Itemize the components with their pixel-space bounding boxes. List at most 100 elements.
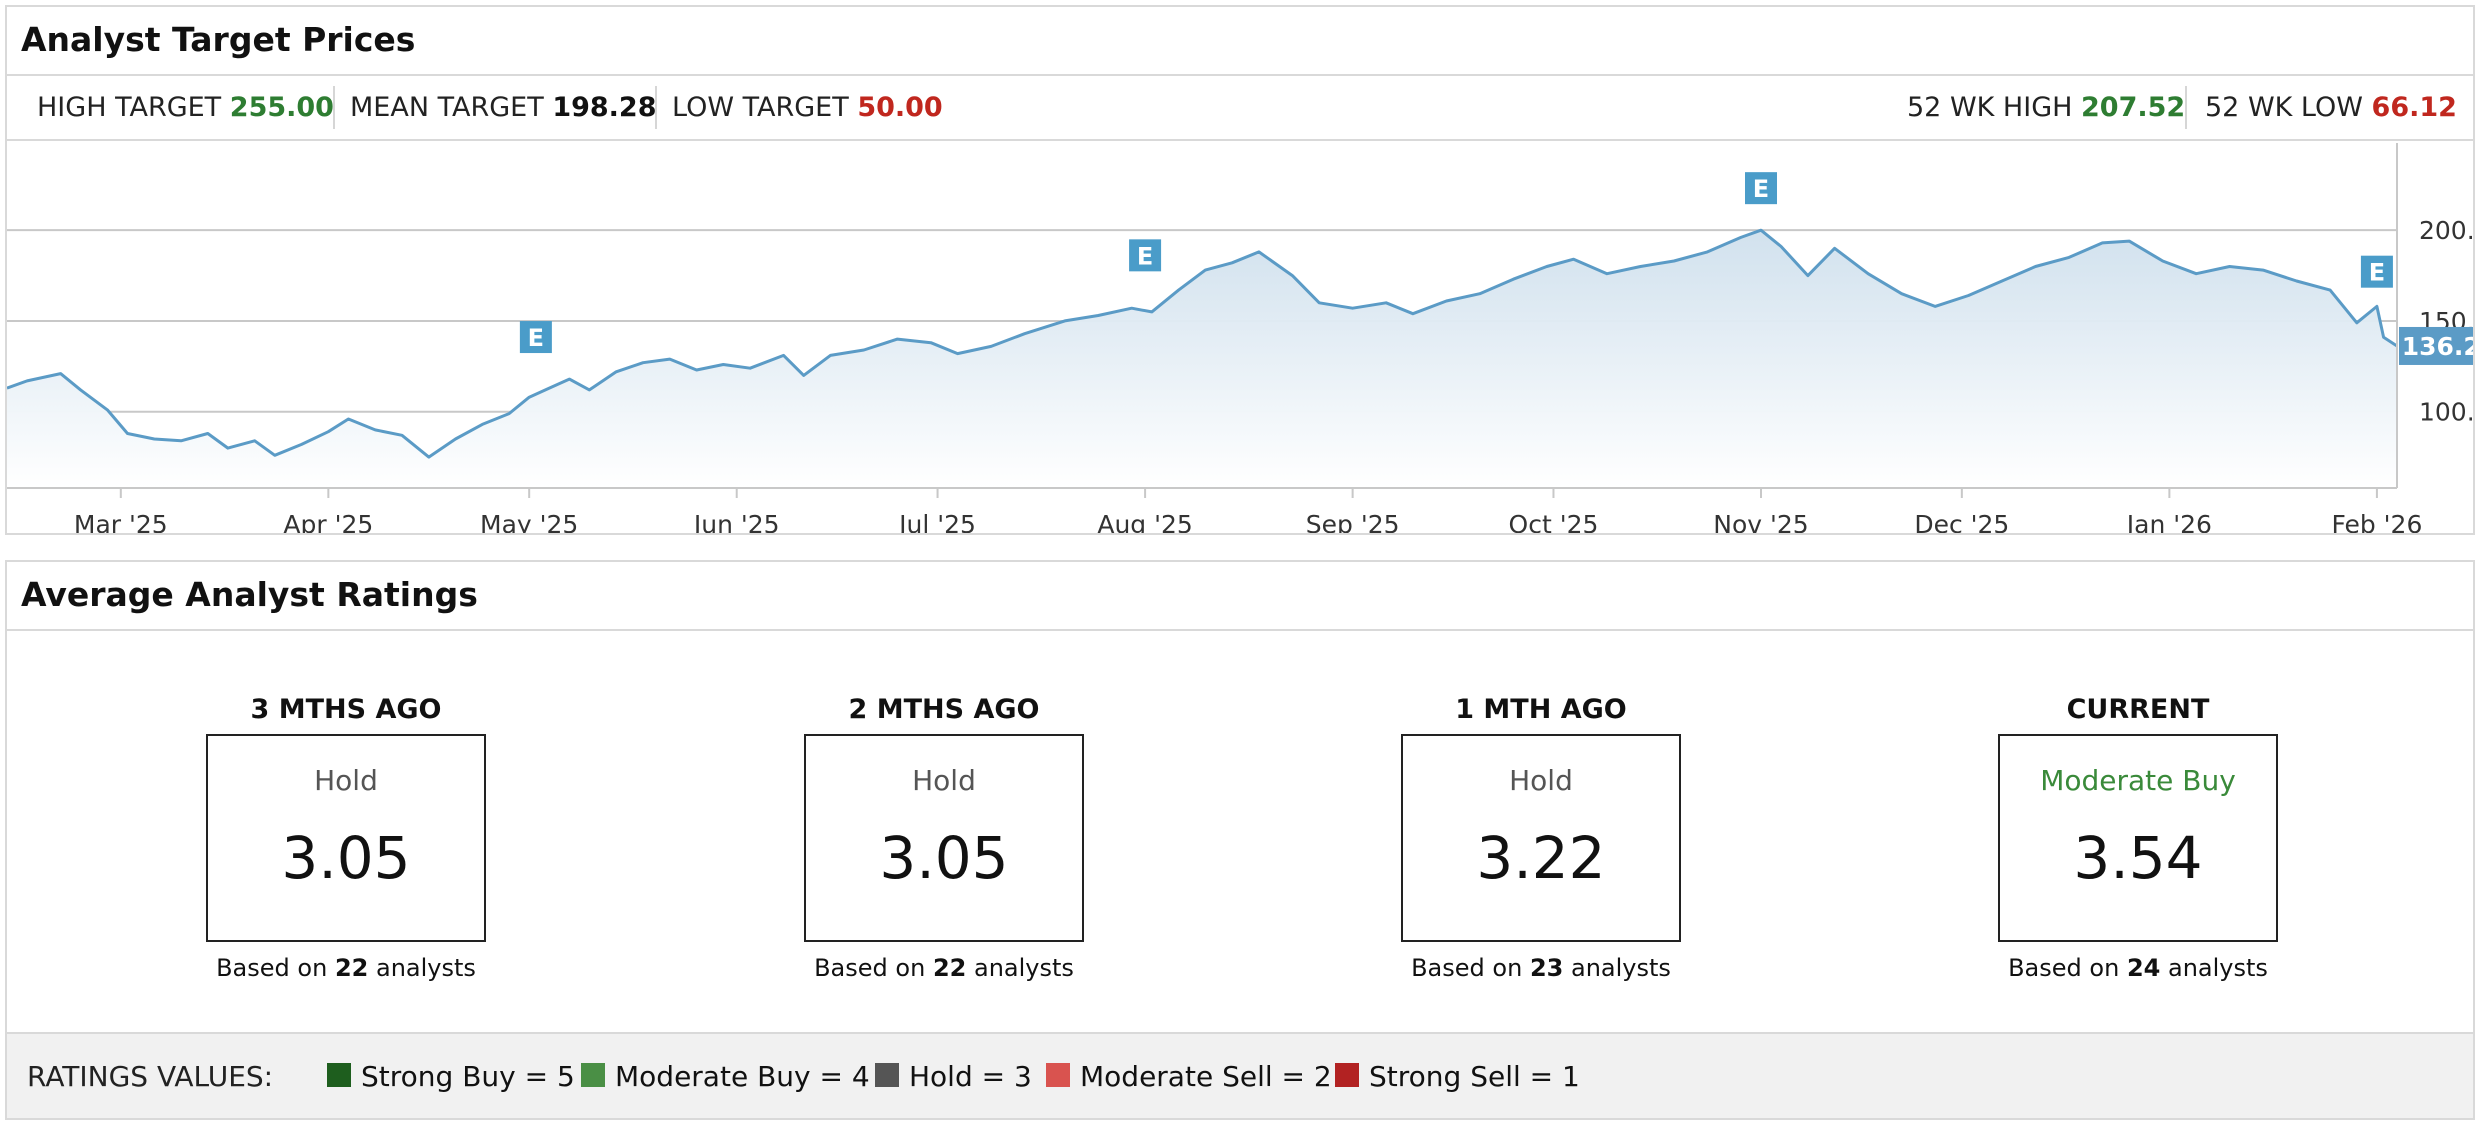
low-target-label: LOW TARGET (672, 92, 849, 123)
earnings-markers: E E E E (519, 172, 2393, 354)
analysts-text: analysts (2167, 954, 2268, 982)
x-tick-label: Nov '25 (1713, 510, 1808, 533)
target-stats-bar: HIGH TARGET 255.00 MEAN TARGET 198.28 LO… (7, 76, 2473, 141)
panel-title: Analyst Target Prices (7, 7, 2473, 76)
analysts-text: analysts (1570, 954, 1671, 982)
analyst-count: Based on 23 analysts (1401, 954, 1681, 982)
x-tick-label: Apr '25 (283, 510, 373, 533)
stat-divider (655, 86, 657, 129)
area-fill-path (7, 230, 2397, 488)
rating-score: 3.22 (1476, 824, 1606, 892)
earnings-marker-label[interactable]: E (1137, 242, 1153, 270)
axes: Mar '25 Apr '25 May '25 Jun '25 Jul '25 Aug '… (7, 143, 2473, 533)
wk52-high-label: 52 WK HIGH (1907, 92, 2073, 123)
rating-score: 3.05 (281, 824, 411, 892)
legend-swatch (875, 1063, 899, 1087)
average-analyst-ratings-panel: Average Analyst Ratings 3 MTHS AGO Hold … (5, 560, 2475, 1120)
rating-column-3-months-ago: 3 MTHS AGO Hold 3.05 Based on 22 analyst… (206, 692, 486, 982)
based-on-text: Based on (2008, 954, 2120, 982)
analysts-text: analysts (375, 954, 476, 982)
legend-item-moderate-sell: Moderate Sell = 2 (1046, 1034, 1332, 1120)
earnings-marker[interactable]: E (1745, 172, 1778, 205)
earnings-marker-box[interactable] (1129, 239, 1162, 272)
rating-column-2-months-ago: 2 MTHS AGO Hold 3.05 Based on 22 analyst… (804, 692, 1084, 982)
legend-label: Hold = 3 (909, 1060, 1032, 1093)
based-on-text: Based on (814, 954, 926, 982)
earnings-marker-box[interactable] (1745, 172, 1778, 205)
x-tick-label: May '25 (480, 510, 578, 533)
rating-box: Moderate Buy 3.54 (1998, 734, 2278, 942)
x-tick-label: Jul '25 (897, 510, 976, 533)
last-value-label: 136.22 (2402, 332, 2473, 361)
analyst-count-value: 24 (2126, 954, 2161, 982)
stat-divider (333, 86, 335, 129)
analyst-target-prices-panel: Analyst Target Prices HIGH TARGET 255.00… (5, 5, 2475, 535)
ratings-legend: RATINGS VALUES: Strong Buy = 5 Moderate … (7, 1032, 2473, 1118)
stat-divider (2185, 86, 2187, 129)
rating-column-1-month-ago: 1 MTH AGO Hold 3.22 Based on 23 analysts (1401, 692, 1681, 982)
high-target-value: 255.00 (229, 92, 334, 123)
y-tick-label: 200.00 (2419, 216, 2473, 245)
legend-title: RATINGS VALUES: (27, 1060, 274, 1093)
rating-header: 1 MTH AGO (1455, 694, 1627, 725)
legend-swatch (1335, 1063, 1359, 1087)
area-fill (7, 230, 2397, 488)
y-tick-label: 100.00 (2419, 398, 2473, 427)
high-target-stat: HIGH TARGET 255.00 (37, 76, 334, 139)
x-tick-label: Oct '25 (1509, 510, 1599, 533)
earnings-marker-label[interactable]: E (528, 324, 544, 352)
legend-item-strong-sell: Strong Sell = 1 (1335, 1034, 1580, 1120)
rating-score: 3.54 (2073, 824, 2203, 892)
earnings-marker-box[interactable] (519, 321, 552, 354)
rating-header: 2 MTHS AGO (848, 694, 1040, 725)
earnings-marker-box[interactable] (2360, 255, 2393, 288)
low-target-stat: LOW TARGET 50.00 (672, 76, 943, 139)
rating-label: Hold (314, 764, 378, 797)
analyst-count: Based on 24 analysts (1998, 954, 2278, 982)
rating-score: 3.05 (879, 824, 1009, 892)
wk52-low-label: 52 WK LOW (2205, 92, 2363, 123)
earnings-marker[interactable]: E (1129, 239, 1162, 272)
legend-label: Moderate Buy = 4 (615, 1060, 870, 1093)
legend-label: Moderate Sell = 2 (1080, 1060, 1332, 1093)
earnings-marker[interactable]: E (519, 321, 552, 354)
line-series (7, 228, 2398, 459)
x-tick-label: Dec '25 (1914, 510, 2009, 533)
based-on-text: Based on (1411, 954, 1523, 982)
x-tick-label: Jan '26 (2125, 510, 2212, 533)
wk52-low-value: 66.12 (2371, 92, 2457, 123)
earnings-marker-label[interactable]: E (1753, 175, 1769, 203)
analyst-count: Based on 22 analysts (206, 954, 486, 982)
legend-swatch (1046, 1063, 1070, 1087)
high-target-label: HIGH TARGET (37, 92, 222, 123)
rating-label: Moderate Buy (2040, 764, 2236, 797)
analyst-count-value: 22 (334, 954, 369, 982)
wk52-low-stat: 52 WK LOW 66.12 (2205, 76, 2457, 139)
rating-box: Hold 3.05 (804, 734, 1084, 942)
rating-box: Hold 3.05 (206, 734, 486, 942)
low-target-value: 50.00 (857, 92, 943, 123)
x-tick-label: Jun '25 (692, 510, 780, 533)
legend-swatch (581, 1063, 605, 1087)
last-value-badge (2399, 326, 2473, 365)
mean-target-label: MEAN TARGET (350, 92, 544, 123)
legend-label: Strong Sell = 1 (1369, 1060, 1580, 1093)
mean-target-stat: MEAN TARGET 198.28 (350, 76, 657, 139)
earnings-marker-label[interactable]: E (2369, 259, 2385, 287)
analyst-count: Based on 22 analysts (804, 954, 1084, 982)
rating-column-current: CURRENT Moderate Buy 3.54 Based on 24 an… (1998, 692, 2278, 982)
price-line (7, 228, 2398, 459)
legend-label: Strong Buy = 5 (361, 1060, 575, 1093)
panel-title: Average Analyst Ratings (7, 562, 2473, 631)
rating-header: 3 MTHS AGO (250, 694, 442, 725)
rating-box: Hold 3.22 (1401, 734, 1681, 942)
x-tick-label: Aug '25 (1097, 510, 1192, 533)
analyst-count-value: 22 (932, 954, 967, 982)
legend-item-hold: Hold = 3 (875, 1034, 1032, 1120)
analyst-count-value: 23 (1529, 954, 1564, 982)
earnings-marker[interactable]: E (2360, 255, 2393, 288)
rating-header: CURRENT (2066, 694, 2210, 725)
x-tick-label: Feb '26 (2331, 510, 2422, 533)
x-tick-label: Sep '25 (1306, 510, 1400, 533)
